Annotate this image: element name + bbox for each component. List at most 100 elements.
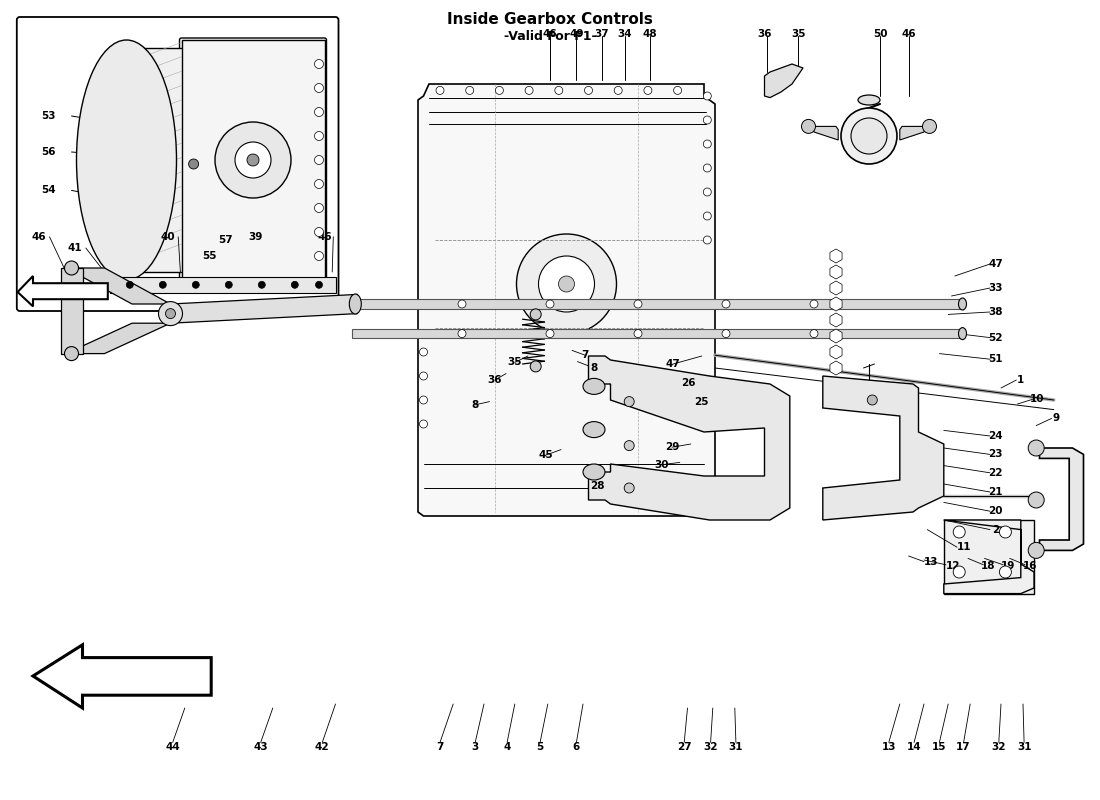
Circle shape xyxy=(419,396,428,404)
Text: 46: 46 xyxy=(31,232,46,242)
Circle shape xyxy=(226,282,232,288)
Text: 27: 27 xyxy=(676,742,692,752)
Text: 13: 13 xyxy=(923,557,938,566)
Circle shape xyxy=(316,282,322,288)
Text: 32: 32 xyxy=(703,742,718,752)
Text: 54: 54 xyxy=(41,186,56,195)
Text: 11: 11 xyxy=(956,542,971,552)
Text: 41: 41 xyxy=(67,243,82,253)
Text: 22: 22 xyxy=(988,468,1003,478)
Polygon shape xyxy=(418,84,715,516)
Text: 35: 35 xyxy=(507,358,522,367)
Text: 31: 31 xyxy=(1016,742,1032,752)
Circle shape xyxy=(292,282,298,288)
Text: 21: 21 xyxy=(988,487,1003,497)
Text: 56: 56 xyxy=(41,147,56,157)
Text: 36: 36 xyxy=(757,29,772,38)
Circle shape xyxy=(703,212,712,220)
Text: 14: 14 xyxy=(906,742,922,752)
FancyBboxPatch shape xyxy=(16,17,339,311)
Circle shape xyxy=(634,300,642,308)
Ellipse shape xyxy=(583,378,605,394)
Circle shape xyxy=(65,261,78,275)
Circle shape xyxy=(703,92,712,100)
FancyBboxPatch shape xyxy=(179,38,327,282)
Text: 42: 42 xyxy=(315,742,330,752)
Text: 8: 8 xyxy=(472,400,478,410)
Polygon shape xyxy=(182,40,324,280)
Circle shape xyxy=(810,300,818,308)
Circle shape xyxy=(1000,566,1011,578)
Text: 34: 34 xyxy=(617,29,632,38)
Circle shape xyxy=(458,330,466,338)
Text: 12: 12 xyxy=(945,562,960,571)
Circle shape xyxy=(722,300,730,308)
Text: 31: 31 xyxy=(728,742,744,752)
Text: 7: 7 xyxy=(437,742,443,752)
Text: 26: 26 xyxy=(681,378,696,388)
Polygon shape xyxy=(60,268,82,354)
Circle shape xyxy=(65,346,78,361)
Circle shape xyxy=(634,330,642,338)
Circle shape xyxy=(525,86,533,94)
Polygon shape xyxy=(352,299,962,309)
Text: 43: 43 xyxy=(253,742,268,752)
Polygon shape xyxy=(900,126,926,140)
Circle shape xyxy=(315,155,323,165)
Circle shape xyxy=(923,119,936,134)
Text: 36: 36 xyxy=(487,375,503,385)
Bar xyxy=(110,277,336,293)
Circle shape xyxy=(315,203,323,213)
Circle shape xyxy=(465,86,474,94)
Text: 3: 3 xyxy=(472,742,478,752)
Text: 47: 47 xyxy=(988,259,1003,269)
Circle shape xyxy=(703,116,712,124)
Polygon shape xyxy=(170,294,358,323)
Circle shape xyxy=(315,131,323,141)
Circle shape xyxy=(584,86,593,94)
Circle shape xyxy=(559,276,574,292)
Text: 57: 57 xyxy=(218,235,233,245)
Circle shape xyxy=(546,330,554,338)
Text: 6: 6 xyxy=(573,742,580,752)
Text: 10: 10 xyxy=(1030,394,1045,404)
Ellipse shape xyxy=(583,422,605,438)
Polygon shape xyxy=(764,64,803,98)
Text: 39: 39 xyxy=(248,232,263,242)
Circle shape xyxy=(258,282,265,288)
Text: 45: 45 xyxy=(538,450,553,460)
Circle shape xyxy=(851,118,887,154)
Circle shape xyxy=(436,86,444,94)
Polygon shape xyxy=(18,276,108,306)
Text: 46: 46 xyxy=(901,29,916,38)
Circle shape xyxy=(160,282,166,288)
Circle shape xyxy=(703,188,712,196)
Text: 2: 2 xyxy=(992,525,999,534)
Circle shape xyxy=(315,179,323,189)
Circle shape xyxy=(1028,492,1044,508)
Circle shape xyxy=(126,282,133,288)
Circle shape xyxy=(703,164,712,172)
Circle shape xyxy=(248,154,258,166)
Text: 37: 37 xyxy=(594,29,609,38)
Circle shape xyxy=(867,395,878,405)
Text: 8: 8 xyxy=(591,363,597,373)
Text: 20: 20 xyxy=(988,506,1003,516)
Text: 23: 23 xyxy=(988,450,1003,459)
Circle shape xyxy=(315,83,323,93)
Circle shape xyxy=(703,236,712,244)
Text: -Valid For F1-: -Valid For F1- xyxy=(504,30,596,42)
Polygon shape xyxy=(588,356,790,520)
Circle shape xyxy=(624,483,635,493)
Circle shape xyxy=(810,330,818,338)
Text: 1: 1 xyxy=(1018,375,1024,385)
Ellipse shape xyxy=(958,328,967,339)
Text: 40: 40 xyxy=(161,232,176,242)
Text: 19: 19 xyxy=(1000,562,1015,571)
Circle shape xyxy=(954,566,965,578)
Text: 52: 52 xyxy=(988,333,1003,342)
Text: 7: 7 xyxy=(582,350,588,360)
Circle shape xyxy=(624,441,635,450)
Ellipse shape xyxy=(858,95,880,105)
Polygon shape xyxy=(944,520,1034,594)
